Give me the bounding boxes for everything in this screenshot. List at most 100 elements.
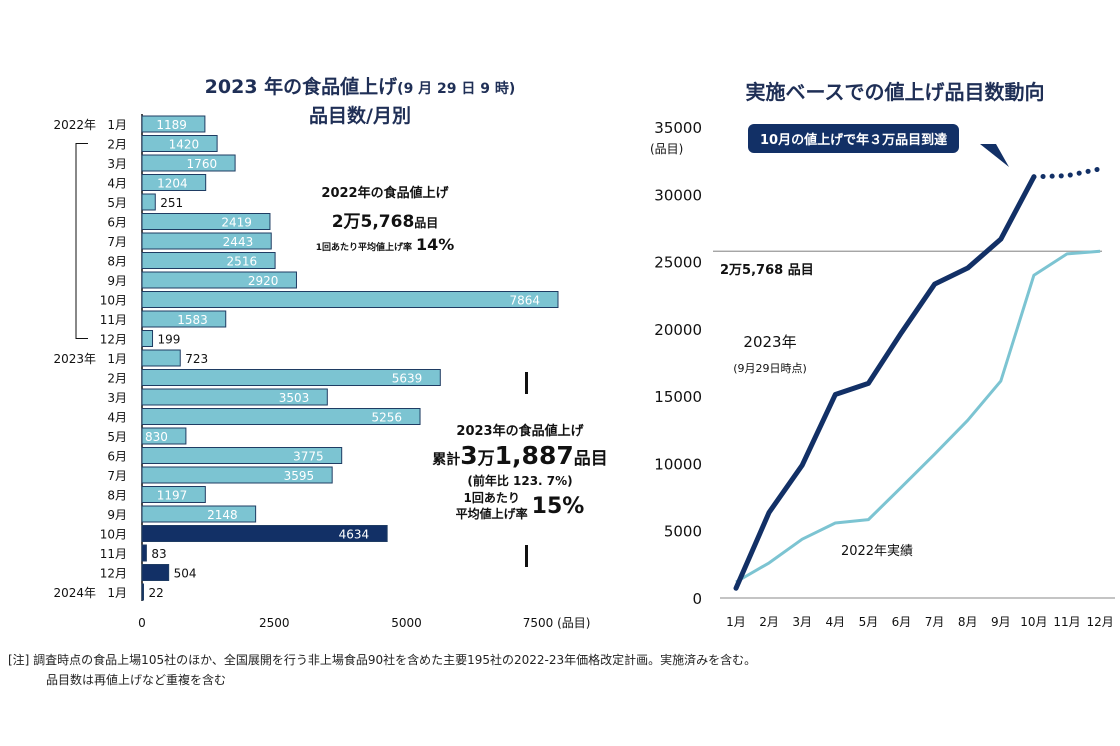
- bar: [141, 408, 421, 425]
- summary-2023-title: 2023年の食品値上げ: [456, 424, 584, 439]
- line-y-tick-label: 20000: [654, 321, 702, 339]
- bar-value-label: 4634: [339, 528, 370, 542]
- bar-value-label: 2516: [227, 255, 258, 269]
- line-y-tick-label: 35000: [654, 119, 702, 137]
- line-y-tick-label: 15000: [654, 388, 702, 406]
- bar-value-label: 2920: [248, 274, 279, 288]
- bar: [141, 427, 187, 445]
- bar: [141, 252, 276, 269]
- bar-value-label: 5256: [371, 411, 402, 425]
- bar: [141, 154, 236, 172]
- summary-2023-count-a: 3: [460, 441, 478, 470]
- bar: [141, 271, 297, 289]
- bar-value-label: 5639: [392, 372, 423, 386]
- bar-x-tick-label: 0: [138, 616, 146, 630]
- reference-line-label: 2万5,768 品目: [720, 263, 814, 278]
- bar: [141, 232, 272, 250]
- line-x-tick-label: 5月: [859, 615, 879, 629]
- bar: [141, 135, 218, 152]
- line-x-tick-label: 4月: [825, 615, 845, 629]
- series-2023-sublabel: (9月29日時点): [733, 362, 807, 375]
- bar-chart: 2022年 1月 1189 2月 1420 3月 1760 4月 1204 5月 251 6月 2419…: [53, 114, 590, 630]
- bar-x-tick-label: 2500: [259, 616, 290, 630]
- line-y-tick-label: 25000: [654, 254, 702, 272]
- bar-month-label: 1月: [107, 118, 127, 132]
- bar-x-tick-label: 5000: [391, 616, 422, 630]
- bar-month-label: 10月: [100, 294, 127, 308]
- line-y-tick-label: 5000: [664, 523, 702, 541]
- bar: [141, 388, 328, 406]
- summary-2023-count-man: 万: [477, 449, 495, 469]
- bar-month-label: 2月: [107, 372, 127, 386]
- bar-month-label: 7月: [107, 469, 127, 483]
- callout-pointer: [980, 144, 1009, 167]
- bar-month-label: 4月: [107, 177, 127, 191]
- summary-2022-rate-label: 1回あたり平均値上げ率: [315, 243, 412, 253]
- bar-value-label: 2443: [223, 235, 254, 249]
- summary-2022-count: 2万5,768: [331, 212, 415, 232]
- bar-chart-title-date: (9 月 29 日 9 時): [397, 81, 516, 97]
- bar-month-label: 3月: [107, 391, 127, 405]
- series-2022-line: [735, 249, 1101, 584]
- line-x-tick-label: 8月: [958, 615, 978, 629]
- summary-2022: 2022年の食品値上げ 2万5,768品目 1回あたり平均値上げ率 14%: [290, 182, 480, 254]
- bar: [141, 525, 388, 542]
- bar-month-label: 3月: [107, 157, 127, 171]
- divider-top: [525, 372, 528, 394]
- bar: [141, 583, 144, 601]
- bar-month-label: 5月: [107, 196, 127, 210]
- line-x-tick-label: 9月: [991, 615, 1011, 629]
- bar-value-label: 1204: [157, 177, 188, 191]
- bar-month-label: 9月: [107, 274, 127, 288]
- bar: [141, 466, 333, 484]
- bar: [141, 544, 147, 562]
- bar: [141, 447, 343, 464]
- bar-year-label: 2024年: [53, 586, 96, 600]
- line-x-tick-label: 12月: [1086, 615, 1113, 629]
- line-x-tick-label: 11月: [1053, 615, 1080, 629]
- bar: [141, 564, 170, 581]
- bar-month-label: 8月: [107, 489, 127, 503]
- bar-month-label: 2月: [107, 138, 127, 152]
- bar-value-label: 2148: [207, 508, 238, 522]
- line-y-tick-label: 30000: [654, 186, 702, 204]
- bar-chart-title: 2023 年の食品値上げ(9 月 29 日 9 時) 品目数/月別: [150, 72, 570, 128]
- bar-chart-subtitle: 品目数/月別: [309, 105, 411, 127]
- series-2023-label: 2023年: [743, 333, 796, 351]
- bar-value-label: 83: [151, 547, 166, 561]
- bar-month-label: 12月: [100, 567, 127, 581]
- summary-2022-unit: 品目: [414, 216, 439, 230]
- bar-value-label: 3595: [284, 469, 315, 483]
- bar-year-label: 2023年: [53, 352, 96, 366]
- summary-2023-count-b: 1,887: [494, 441, 574, 470]
- line-chart: 0 5000 10000 15000 20000 25000 30000 35000 (品目) 2…: [650, 119, 1115, 629]
- bar-value-label: 1420: [169, 138, 200, 152]
- summary-2023-rate-label-1: 1回あたり: [463, 491, 520, 505]
- summary-2023-unit: 品目: [573, 449, 608, 469]
- bar-month-label: 11月: [100, 313, 127, 327]
- bar: [141, 291, 559, 308]
- bar-year-label: 2022年: [53, 118, 96, 132]
- bar-value-label: 1197: [157, 489, 188, 503]
- bar-value-label: 3775: [293, 450, 324, 464]
- bar: [141, 349, 181, 367]
- bar-chart-title-line1: 2023 年の食品値上げ: [204, 76, 398, 98]
- summary-2023-yoy: (前年比 123. 7%): [467, 474, 573, 488]
- series-2022-label: 2022年実績: [841, 543, 913, 559]
- bar-value-label: 22: [149, 586, 164, 600]
- bar-value-label: 723: [185, 352, 208, 366]
- bar: [141, 369, 441, 386]
- bar-month-label: 8月: [107, 255, 127, 269]
- bar-month-label: 11月: [100, 547, 127, 561]
- bar: [141, 115, 206, 133]
- line-y-unit-label: (品目): [650, 142, 683, 156]
- line-y-tick-label: 10000: [654, 455, 702, 473]
- bar: [141, 505, 257, 523]
- year-2022-bracket: [75, 143, 88, 339]
- bar-value-label: 504: [174, 567, 197, 581]
- bar-month-label: 1月: [107, 352, 127, 366]
- bar: [141, 310, 227, 328]
- summary-2022-rate-value: 14%: [415, 235, 455, 254]
- bar: [141, 174, 207, 191]
- callout-30000: 10月の値上げで年３万品目到達: [748, 124, 960, 153]
